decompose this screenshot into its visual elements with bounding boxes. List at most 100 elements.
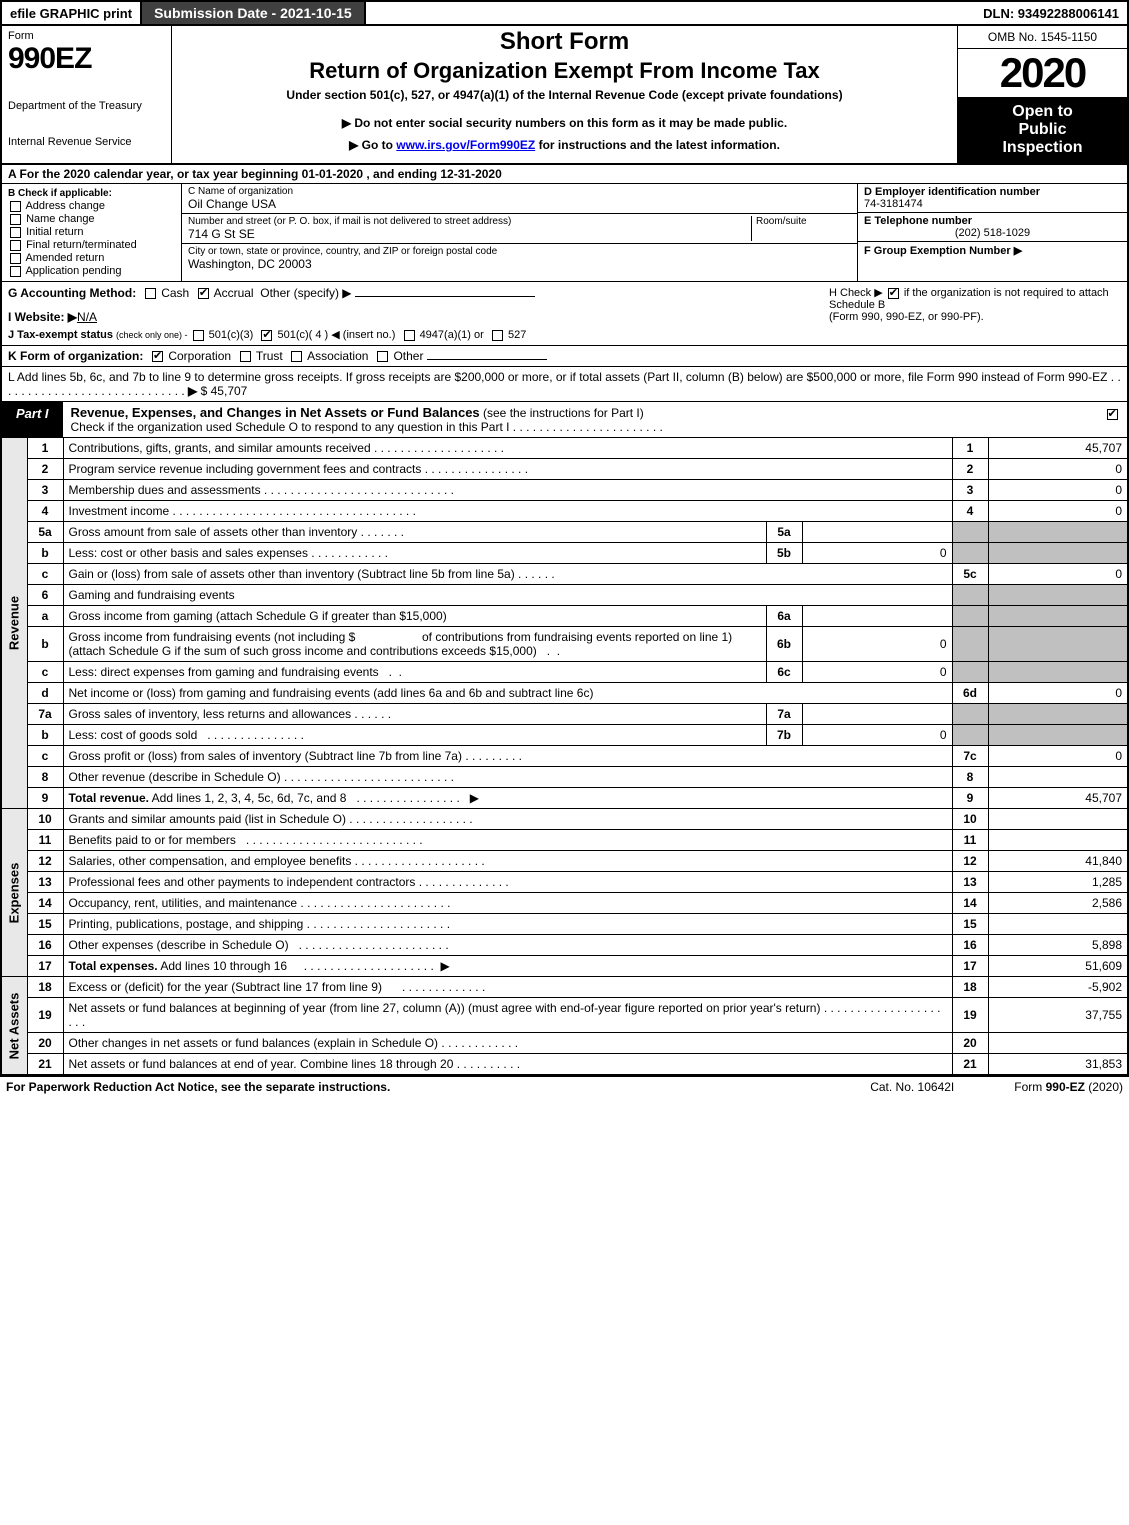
inspection-badge: Open to Public Inspection [958,97,1127,163]
line-7c: cGross profit or (loss) from sales of in… [1,746,1128,767]
h-t1: H Check ▶ [829,287,883,299]
l-arrow: ▶ [188,384,197,398]
footer-right-form: 990-EZ [1046,1080,1085,1094]
inspection-l2: Public [1018,121,1066,138]
chk-name-change[interactable]: Name change [8,213,175,225]
inspection-l3: Inspection [1002,139,1082,156]
c-addr-row: Number and street (or P. O. box, if mail… [182,214,857,244]
footer-right: Form 990-EZ (2020) [1014,1080,1123,1094]
line-20: 20Other changes in net assets or fund ba… [1,1033,1128,1054]
dept-treasury: Department of the Treasury [8,100,165,112]
l-amount: $ 45,707 [201,384,248,398]
row-h: H Check ▶ if the organization is not req… [821,286,1121,341]
chk-501c[interactable] [261,330,272,341]
part1-check-text: Check if the organization used Schedule … [71,420,510,434]
chk-accrual[interactable] [198,288,209,299]
line-8: 8Other revenue (describe in Schedule O) … [1,767,1128,788]
section-bcdef: B Check if applicable: Address change Na… [0,184,1129,282]
header-center: Short Form Return of Organization Exempt… [172,26,957,163]
chk-h[interactable] [888,288,899,299]
org-address: 714 G St SE [188,227,751,241]
line-16: 16Other expenses (describe in Schedule O… [1,935,1128,956]
line-14: 14Occupancy, rent, utilities, and mainte… [1,893,1128,914]
g-other: Other (specify) ▶ [260,286,351,300]
footer-right-suffix: (2020) [1085,1080,1123,1094]
chk-other-org[interactable] [377,351,388,362]
line-15: 15Printing, publications, postage, and s… [1,914,1128,935]
efile-label[interactable]: efile GRAPHIC print [2,3,140,24]
chk-final-return[interactable]: Final return/terminated [8,239,175,251]
chk-initial-return[interactable]: Initial return [8,226,175,238]
chk-527[interactable] [492,330,503,341]
line-3: 3Membership dues and assessments . . . .… [1,480,1128,501]
j-b: 501(c)( 4 ) ◀ (insert no.) [277,329,395,341]
row-a-calendar-year: A For the 2020 calendar year, or tax yea… [0,165,1129,184]
g-other-input[interactable] [355,296,535,297]
part1-title-wrap: Revenue, Expenses, and Changes in Net As… [63,402,1097,437]
c-name-row: C Name of organization Oil Change USA [182,184,857,214]
j-a: 501(c)(3) [209,329,254,341]
f-group-exemption: F Group Exemption Number ▶ [858,242,1127,281]
line-10: Expenses 10Grants and similar amounts pa… [1,809,1128,830]
short-form-title: Short Form [180,28,949,56]
c-city-label: City or town, state or province, country… [188,246,851,257]
row-k: K Form of organization: Corporation Trus… [0,346,1129,367]
chk-address-change[interactable]: Address change [8,200,175,212]
line-6c: cLess: direct expenses from gaming and f… [1,662,1128,683]
l1-ref: 1 [952,438,988,459]
ssn-note: ▶ Do not enter social security numbers o… [180,116,949,130]
h-t3: (Form 990, 990-EZ, or 990-PF). [829,311,984,323]
chk-part1-sched-o[interactable] [1107,409,1118,420]
line-17: 17Total expenses. Add lines 10 through 1… [1,956,1128,977]
c-city-row: City or town, state or province, country… [182,244,857,273]
line-6d: dNet income or (loss) from gaming and fu… [1,683,1128,704]
line-6a: aGross income from gaming (attach Schedu… [1,606,1128,627]
footer-right-prefix: Form [1014,1080,1045,1094]
chk-501c3[interactable] [193,330,204,341]
dept-irs: Internal Revenue Service [8,136,165,148]
chk-cash[interactable] [145,288,156,299]
f-label: F Group Exemption Number ▶ [864,245,1022,257]
irs-link[interactable]: www.irs.gov/Form990EZ [396,138,535,152]
column-c-org: C Name of organization Oil Change USA Nu… [182,184,857,281]
line-12: 12Salaries, other compensation, and empl… [1,851,1128,872]
chk-corp[interactable] [152,351,163,362]
form-header: Form 990EZ Department of the Treasury In… [0,26,1129,165]
line-21: 21Net assets or fund balances at end of … [1,1054,1128,1076]
footer-left: For Paperwork Reduction Act Notice, see … [6,1080,390,1094]
line-11: 11Benefits paid to or for members . . . … [1,830,1128,851]
chk-4947[interactable] [404,330,415,341]
line-5c: cGain or (loss) from sale of assets othe… [1,564,1128,585]
j-d: 527 [508,329,526,341]
part1-header: Part I Revenue, Expenses, and Changes in… [0,402,1129,438]
c-addr-label: Number and street (or P. O. box, if mail… [188,216,751,227]
goto-suffix: for instructions and the latest informat… [535,138,780,152]
tab-netassets: Net Assets [1,977,27,1076]
header-right: OMB No. 1545-1150 2020 Open to Public In… [957,26,1127,163]
goto-prefix: ▶ Go to [349,138,396,152]
k-d: Other [393,349,423,363]
omb-number: OMB No. 1545-1150 [958,26,1127,49]
l1-val: 45,707 [988,438,1128,459]
line-5a: 5aGross amount from sale of assets other… [1,522,1128,543]
column-def: D Employer identification number 74-3181… [857,184,1127,281]
row-g: G Accounting Method: Cash Accrual Other … [8,286,821,341]
chk-application-pending[interactable]: Application pending [8,265,175,277]
row-gh: G Accounting Method: Cash Accrual Other … [0,282,1129,346]
row-j: J Tax-exempt status (check only one) - 5… [8,328,821,341]
k-other-input[interactable] [427,359,547,360]
goto-note: ▶ Go to www.irs.gov/Form990EZ for instru… [180,138,949,152]
chk-trust[interactable] [240,351,251,362]
e-label: E Telephone number [864,215,972,227]
line-13: 13Professional fees and other payments t… [1,872,1128,893]
chk-assoc[interactable] [291,351,302,362]
part1-badge: Part I [2,402,63,437]
line-5b: bLess: cost or other basis and sales exp… [1,543,1128,564]
k-b: Trust [256,349,283,363]
chk-amended-return[interactable]: Amended return [8,252,175,264]
subtitle: Under section 501(c), 527, or 4947(a)(1)… [180,88,949,102]
part1-title-suffix: (see the instructions for Part I) [483,406,644,420]
line-7a: 7aGross sales of inventory, less returns… [1,704,1128,725]
j-label: J Tax-exempt status [8,329,113,341]
l-text: L Add lines 5b, 6c, and 7b to line 9 to … [8,370,1107,384]
